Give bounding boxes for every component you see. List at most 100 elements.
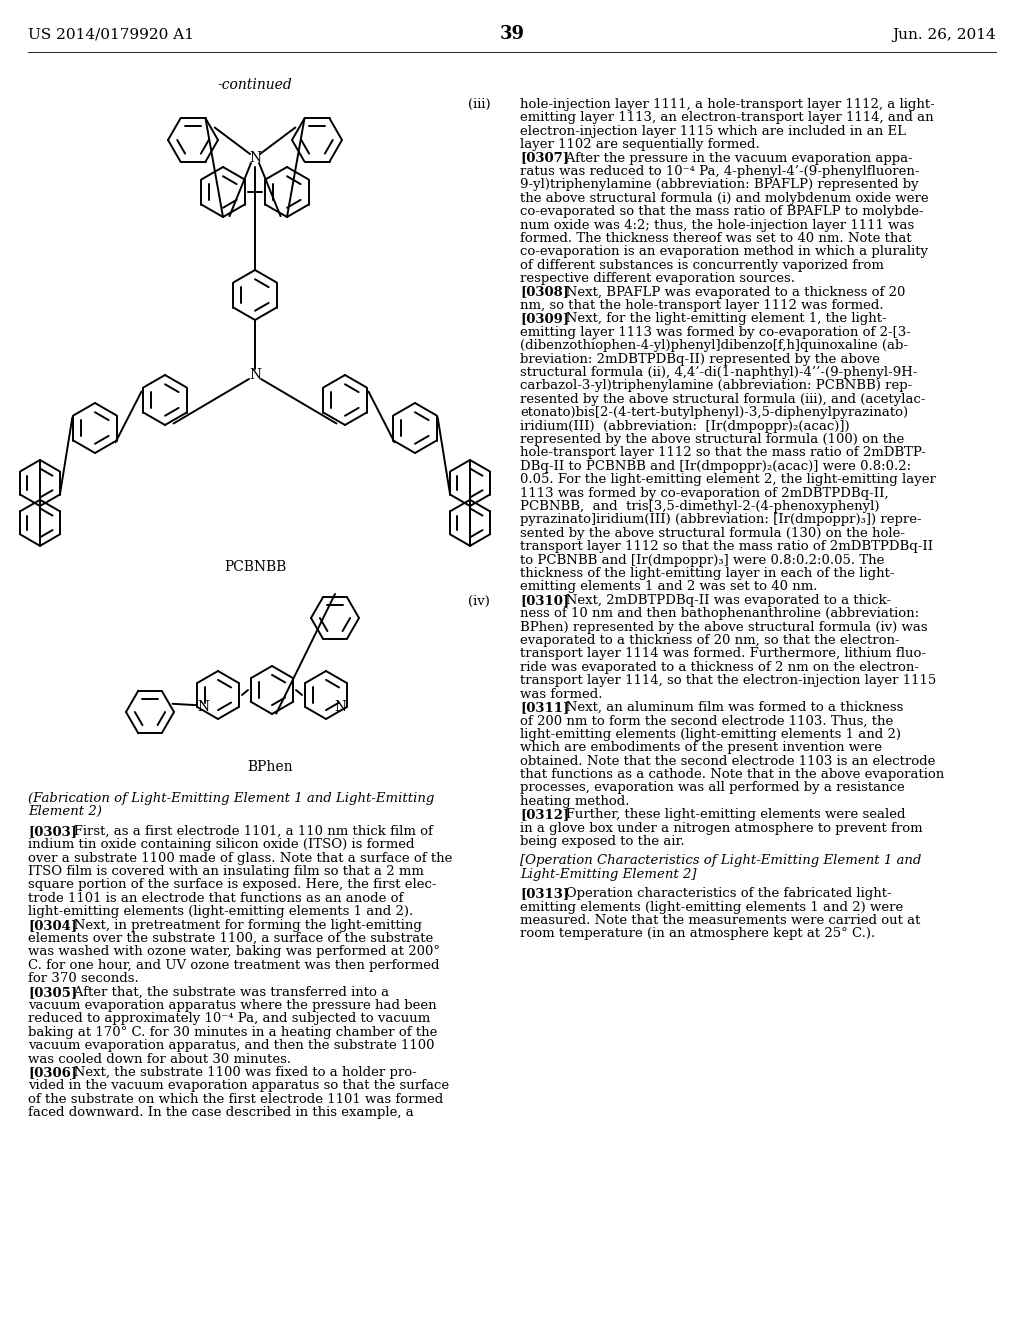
Text: Next, an aluminum film was formed to a thickness: Next, an aluminum film was formed to a t… xyxy=(553,701,903,714)
Text: measured. Note that the measurements were carried out at: measured. Note that the measurements wer… xyxy=(520,913,921,927)
Text: vacuum evaporation apparatus where the pressure had been: vacuum evaporation apparatus where the p… xyxy=(28,999,436,1012)
Text: [0303]: [0303] xyxy=(28,825,77,838)
Text: [0306]: [0306] xyxy=(28,1067,77,1078)
Text: PCBNBB,  and  tris[3,5-dimethyl-2-(4-phenoxyphenyl): PCBNBB, and tris[3,5-dimethyl-2-(4-pheno… xyxy=(520,500,880,513)
Text: faced downward. In the case described in this example, a: faced downward. In the case described in… xyxy=(28,1106,414,1119)
Text: -continued: -continued xyxy=(218,78,293,92)
Text: baking at 170° C. for 30 minutes in a heating chamber of the: baking at 170° C. for 30 minutes in a he… xyxy=(28,1026,437,1039)
Text: over a substrate 1100 made of glass. Note that a surface of the: over a substrate 1100 made of glass. Not… xyxy=(28,851,453,865)
Text: After that, the substrate was transferred into a: After that, the substrate was transferre… xyxy=(61,986,389,999)
Text: Element 2): Element 2) xyxy=(28,805,101,818)
Text: Operation characteristics of the fabricated light-: Operation characteristics of the fabrica… xyxy=(553,887,892,900)
Text: 39: 39 xyxy=(500,25,524,44)
Text: ride was evaporated to a thickness of 2 nm on the electron-: ride was evaporated to a thickness of 2 … xyxy=(520,661,919,673)
Text: [0312]: [0312] xyxy=(520,808,569,821)
Text: N: N xyxy=(249,150,261,165)
Text: First, as a first electrode 1101, a 110 nm thick film of: First, as a first electrode 1101, a 110 … xyxy=(61,825,433,838)
Text: of the substrate on which the first electrode 1101 was formed: of the substrate on which the first elec… xyxy=(28,1093,443,1106)
Text: to PCBNBB and [Ir(dmpoppr)₃] were 0.8:0.2:0.05. The: to PCBNBB and [Ir(dmpoppr)₃] were 0.8:0.… xyxy=(520,553,885,566)
Text: 0.05. For the light-emitting element 2, the light-emitting layer: 0.05. For the light-emitting element 2, … xyxy=(520,473,936,486)
Text: After the pressure in the vacuum evaporation appa-: After the pressure in the vacuum evapora… xyxy=(553,152,913,165)
Text: BPhen) represented by the above structural formula (iv) was: BPhen) represented by the above structur… xyxy=(520,620,928,634)
Text: the above structural formula (i) and molybdenum oxide were: the above structural formula (i) and mol… xyxy=(520,191,929,205)
Text: represented by the above structural formula (100) on the: represented by the above structural form… xyxy=(520,433,904,446)
Text: respective different evaporation sources.: respective different evaporation sources… xyxy=(520,272,795,285)
Text: light-emitting elements (light-emitting elements 1 and 2).: light-emitting elements (light-emitting … xyxy=(28,906,414,919)
Text: which are embodiments of the present invention were: which are embodiments of the present inv… xyxy=(520,742,882,754)
Text: 9-yl)triphenylamine (abbreviation: BPAFLP) represented by: 9-yl)triphenylamine (abbreviation: BPAFL… xyxy=(520,178,919,191)
Text: nm, so that the hole-transport layer 1112 was formed.: nm, so that the hole-transport layer 111… xyxy=(520,300,884,312)
Text: in a glove box under a nitrogen atmosphere to prevent from: in a glove box under a nitrogen atmosphe… xyxy=(520,821,923,834)
Text: layer 1102 are sequentially formed.: layer 1102 are sequentially formed. xyxy=(520,139,760,152)
Text: trode 1101 is an electrode that functions as an anode of: trode 1101 is an electrode that function… xyxy=(28,892,403,904)
Text: emitting elements (light-emitting elements 1 and 2) were: emitting elements (light-emitting elemen… xyxy=(520,900,903,913)
Text: structural formula (ii), 4,4’-di(1-naphthyl)-4’’-(9-phenyl-9H-: structural formula (ii), 4,4’-di(1-napht… xyxy=(520,366,918,379)
Text: Further, these light-emitting elements were sealed: Further, these light-emitting elements w… xyxy=(553,808,906,821)
Text: [0309]: [0309] xyxy=(520,313,569,326)
Text: Light-Emitting Element 2]: Light-Emitting Element 2] xyxy=(520,867,696,880)
Text: elements over the substrate 1100, a surface of the substrate: elements over the substrate 1100, a surf… xyxy=(28,932,433,945)
Text: co-evaporated so that the mass ratio of BPAFLP to molybde-: co-evaporated so that the mass ratio of … xyxy=(520,205,924,218)
Text: DBq-II to PCBNBB and [Ir(dmpoppr)₂(acac)] were 0.8:0.2:: DBq-II to PCBNBB and [Ir(dmpoppr)₂(acac)… xyxy=(520,459,911,473)
Text: co-evaporation is an evaporation method in which a plurality: co-evaporation is an evaporation method … xyxy=(520,246,928,259)
Text: N: N xyxy=(249,368,261,381)
Text: emitting elements 1 and 2 was set to 40 nm.: emitting elements 1 and 2 was set to 40 … xyxy=(520,581,817,594)
Text: obtained. Note that the second electrode 1103 is an electrode: obtained. Note that the second electrode… xyxy=(520,755,935,768)
Text: num oxide was 4:2; thus, the hole-injection layer 1111 was: num oxide was 4:2; thus, the hole-inject… xyxy=(520,219,914,231)
Text: ratus was reduced to 10⁻⁴ Pa, 4-phenyl-4’-(9-phenylfluoren-: ratus was reduced to 10⁻⁴ Pa, 4-phenyl-4… xyxy=(520,165,920,178)
Text: [0311]: [0311] xyxy=(520,701,569,714)
Text: thickness of the light-emitting layer in each of the light-: thickness of the light-emitting layer in… xyxy=(520,568,895,579)
Text: pyrazinato]iridium(III) (abbreviation: [Ir(dmpoppr)₃]) repre-: pyrazinato]iridium(III) (abbreviation: [… xyxy=(520,513,922,527)
Text: was washed with ozone water, baking was performed at 200°: was washed with ozone water, baking was … xyxy=(28,945,440,958)
Text: hole-injection layer 1111, a hole-transport layer 1112, a light-: hole-injection layer 1111, a hole-transp… xyxy=(520,98,935,111)
Text: transport layer 1112 so that the mass ratio of 2mDBTPDBq-II: transport layer 1112 so that the mass ra… xyxy=(520,540,933,553)
Text: hole-transport layer 1112 so that the mass ratio of 2mDBTP-: hole-transport layer 1112 so that the ma… xyxy=(520,446,926,459)
Text: (iii): (iii) xyxy=(468,98,490,111)
Text: square portion of the surface is exposed. Here, the first elec-: square portion of the surface is exposed… xyxy=(28,878,436,891)
Text: [0310]: [0310] xyxy=(520,594,569,607)
Text: Next, the substrate 1100 was fixed to a holder pro-: Next, the substrate 1100 was fixed to a … xyxy=(61,1067,417,1078)
Text: Next, in pretreatment for forming the light-emitting: Next, in pretreatment for forming the li… xyxy=(61,919,422,932)
Text: evaporated to a thickness of 20 nm, so that the electron-: evaporated to a thickness of 20 nm, so t… xyxy=(520,634,900,647)
Text: emitting layer 1113 was formed by co-evaporation of 2-[3-: emitting layer 1113 was formed by co-eva… xyxy=(520,326,911,339)
Text: being exposed to the air.: being exposed to the air. xyxy=(520,836,685,847)
Text: light-emitting elements (light-emitting elements 1 and 2): light-emitting elements (light-emitting … xyxy=(520,727,901,741)
Text: [0308]: [0308] xyxy=(520,285,569,298)
Text: of different substances is concurrently vaporized from: of different substances is concurrently … xyxy=(520,259,884,272)
Text: vided in the vacuum evaporation apparatus so that the surface: vided in the vacuum evaporation apparatu… xyxy=(28,1080,450,1093)
Text: PCBNBB: PCBNBB xyxy=(224,560,286,574)
Text: BPhen: BPhen xyxy=(247,760,293,774)
Text: N: N xyxy=(335,700,346,714)
Text: 1113 was formed by co-evaporation of 2mDBTPDBq-II,: 1113 was formed by co-evaporation of 2mD… xyxy=(520,487,889,499)
Text: [0307]: [0307] xyxy=(520,152,569,165)
Text: C. for one hour, and UV ozone treatment was then performed: C. for one hour, and UV ozone treatment … xyxy=(28,958,439,972)
Text: US 2014/0179920 A1: US 2014/0179920 A1 xyxy=(28,28,194,42)
Text: formed. The thickness thereof was set to 40 nm. Note that: formed. The thickness thereof was set to… xyxy=(520,232,911,246)
Text: [Operation Characteristics of Light-Emitting Element 1 and: [Operation Characteristics of Light-Emit… xyxy=(520,854,922,867)
Text: transport layer 1114, so that the electron-injection layer 1115: transport layer 1114, so that the electr… xyxy=(520,675,936,688)
Text: heating method.: heating method. xyxy=(520,795,630,808)
Text: processes, evaporation was all performed by a resistance: processes, evaporation was all performed… xyxy=(520,781,905,795)
Text: Next, 2mDBTPDBq-II was evaporated to a thick-: Next, 2mDBTPDBq-II was evaporated to a t… xyxy=(553,594,892,607)
Text: indium tin oxide containing silicon oxide (ITSO) is formed: indium tin oxide containing silicon oxid… xyxy=(28,838,415,851)
Text: Next, BPAFLP was evaporated to a thickness of 20: Next, BPAFLP was evaporated to a thickne… xyxy=(553,285,905,298)
Text: for 370 seconds.: for 370 seconds. xyxy=(28,973,138,985)
Text: emitting layer 1113, an electron-transport layer 1114, and an: emitting layer 1113, an electron-transpo… xyxy=(520,111,934,124)
Text: ness of 10 nm and then bathophenanthroline (abbreviation:: ness of 10 nm and then bathophenanthroli… xyxy=(520,607,920,620)
Text: transport layer 1114 was formed. Furthermore, lithium fluo-: transport layer 1114 was formed. Further… xyxy=(520,647,926,660)
Text: (Fabrication of Light-Emitting Element 1 and Light-Emitting: (Fabrication of Light-Emitting Element 1… xyxy=(28,792,434,805)
Text: breviation: 2mDBTPDBq-II) represented by the above: breviation: 2mDBTPDBq-II) represented by… xyxy=(520,352,880,366)
Text: Jun. 26, 2014: Jun. 26, 2014 xyxy=(892,28,996,42)
Text: was cooled down for about 30 minutes.: was cooled down for about 30 minutes. xyxy=(28,1052,291,1065)
Text: reduced to approximately 10⁻⁴ Pa, and subjected to vacuum: reduced to approximately 10⁻⁴ Pa, and su… xyxy=(28,1012,430,1026)
Text: etonato)bis[2-(4-tert-butylphenyl)-3,5-diphenylpyrazinato): etonato)bis[2-(4-tert-butylphenyl)-3,5-d… xyxy=(520,407,908,420)
Text: carbazol-3-yl)triphenylamine (abbreviation: PCBNBB) rep-: carbazol-3-yl)triphenylamine (abbreviati… xyxy=(520,379,912,392)
Text: vacuum evaporation apparatus, and then the substrate 1100: vacuum evaporation apparatus, and then t… xyxy=(28,1039,434,1052)
Text: room temperature (in an atmosphere kept at 25° C.).: room temperature (in an atmosphere kept … xyxy=(520,928,876,940)
Text: sented by the above structural formula (130) on the hole-: sented by the above structural formula (… xyxy=(520,527,905,540)
Text: iridium(III)  (abbreviation:  [Ir(dmpoppr)₂(acac)]): iridium(III) (abbreviation: [Ir(dmpoppr)… xyxy=(520,420,850,433)
Text: Next, for the light-emitting element 1, the light-: Next, for the light-emitting element 1, … xyxy=(553,313,887,326)
Text: electron-injection layer 1115 which are included in an EL: electron-injection layer 1115 which are … xyxy=(520,125,906,137)
Text: resented by the above structural formula (iii), and (acetylac-: resented by the above structural formula… xyxy=(520,393,926,405)
Text: [0313]: [0313] xyxy=(520,887,569,900)
